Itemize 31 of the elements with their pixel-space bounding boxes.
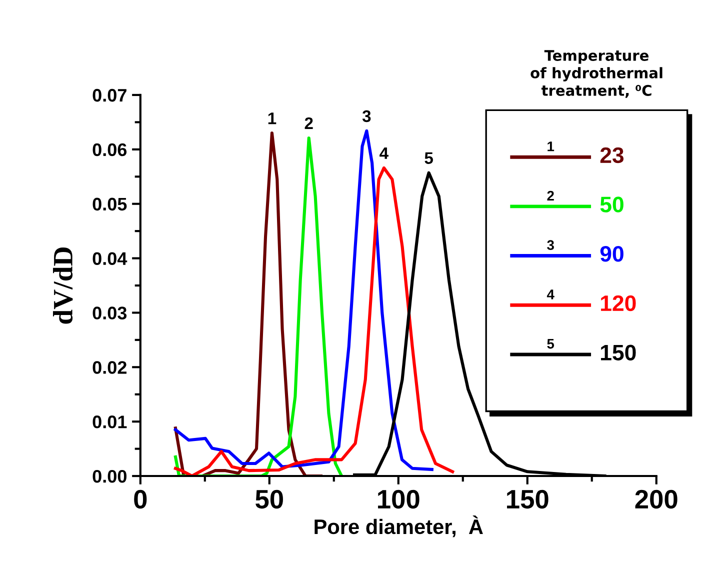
y-tick-label: 0.01	[92, 416, 127, 428]
y-tick-label: 0.04	[92, 252, 128, 265]
annotation: 3	[362, 110, 371, 122]
y-tick-label: 0.00	[92, 470, 126, 483]
text: 2	[547, 190, 554, 201]
x-tick-label: 100	[378, 490, 420, 509]
text: 1	[548, 142, 554, 152]
y-axis-title: dV/dD	[52, 247, 73, 324]
y-tick-label: 0.07	[92, 88, 126, 102]
legend-label: 150	[601, 344, 636, 360]
y-tick-label: 0.05	[92, 198, 127, 211]
legend-title: Temperature of hydrothermal treatment, ⁰C	[530, 50, 662, 98]
x-axis-title: Pore diameter, À	[314, 515, 483, 538]
text: 5	[547, 339, 554, 349]
legend-label: 120	[601, 295, 636, 312]
annotation: 1	[268, 112, 276, 124]
annotation: 5	[424, 152, 433, 164]
annotation: 2	[304, 117, 313, 129]
y-tick-label: 0.02	[92, 361, 126, 374]
x-tick-label: 200	[635, 490, 678, 509]
x-tick-label: 0	[134, 490, 147, 509]
text: 4	[546, 290, 554, 300]
y-tick-label: 0.03	[92, 306, 127, 320]
x-tick-label: 50	[256, 490, 283, 509]
y-tick-label: 0.06	[92, 143, 127, 156]
legend-label: 90	[600, 246, 624, 262]
legend-label: 23	[600, 147, 624, 164]
legend-label: 50	[600, 196, 624, 212]
annotation: 4	[380, 147, 388, 159]
text: 3	[547, 240, 554, 250]
x-tick-label: 150	[507, 490, 548, 509]
